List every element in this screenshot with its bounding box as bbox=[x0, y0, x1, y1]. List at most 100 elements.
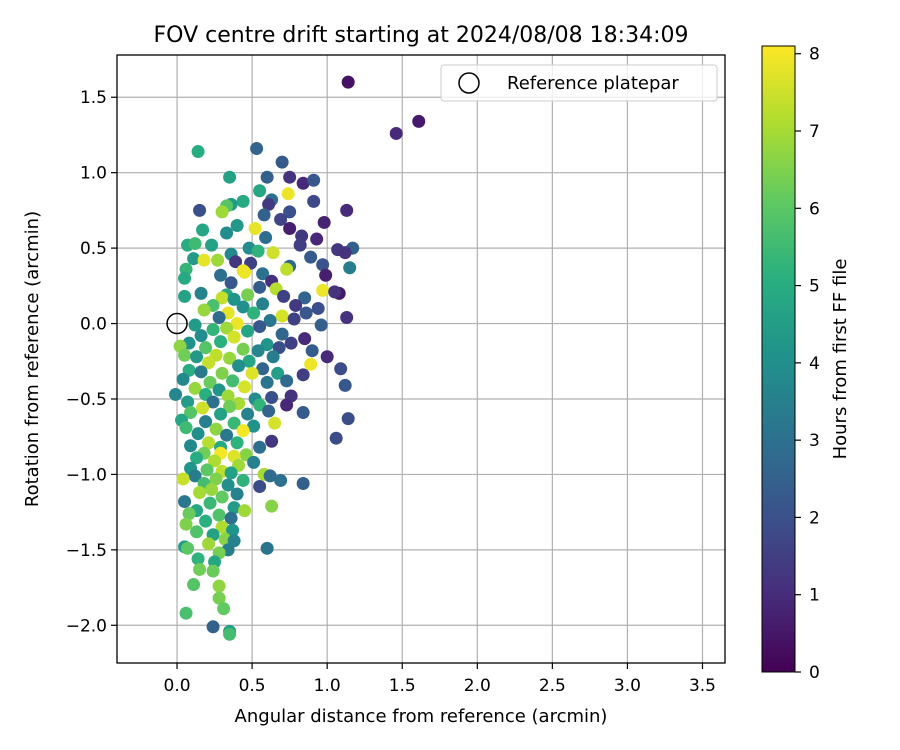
y-tick-label: −2.0 bbox=[66, 616, 107, 636]
data-point bbox=[265, 434, 279, 448]
data-point bbox=[202, 356, 216, 370]
reference-platepar-marker bbox=[166, 312, 188, 335]
data-point bbox=[334, 362, 348, 376]
data-point bbox=[227, 330, 241, 344]
data-point bbox=[296, 476, 310, 490]
data-point bbox=[227, 416, 241, 430]
data-point bbox=[176, 372, 190, 386]
data-point bbox=[253, 479, 267, 493]
data-point bbox=[215, 490, 229, 504]
data-point bbox=[229, 255, 243, 269]
data-point bbox=[193, 562, 207, 576]
data-point bbox=[319, 268, 333, 282]
data-point bbox=[274, 212, 288, 226]
data-point bbox=[226, 374, 240, 388]
data-point bbox=[191, 427, 205, 441]
legend-box bbox=[440, 64, 718, 102]
data-point bbox=[230, 436, 244, 450]
data-point bbox=[193, 486, 207, 500]
data-point bbox=[338, 378, 352, 392]
data-point bbox=[227, 501, 241, 515]
data-point bbox=[343, 261, 357, 275]
colorbar-tick-label: 8 bbox=[809, 45, 820, 65]
data-point bbox=[340, 311, 354, 325]
data-point bbox=[196, 223, 210, 237]
data-point bbox=[191, 145, 205, 159]
data-point bbox=[253, 440, 267, 454]
data-point bbox=[253, 184, 267, 198]
x-axis-ticks: 0.0 0.5 1.0 1.5 2.0 2.5 3.0 3.5 bbox=[164, 663, 716, 696]
data-point bbox=[260, 170, 274, 184]
data-point bbox=[181, 395, 195, 409]
data-point bbox=[220, 428, 234, 442]
chart-title: FOV centre drift starting at 2024/08/08 … bbox=[154, 23, 689, 48]
x-tick-label: 1.5 bbox=[389, 676, 416, 696]
data-point bbox=[236, 194, 250, 208]
data-point bbox=[215, 520, 229, 534]
x-tick-label: 1.0 bbox=[314, 676, 341, 696]
data-point bbox=[280, 398, 294, 412]
x-tick-label: 0.5 bbox=[239, 676, 266, 696]
data-point bbox=[341, 75, 355, 89]
y-tick-label: −1.5 bbox=[66, 541, 107, 561]
data-point bbox=[268, 416, 282, 430]
data-point bbox=[280, 262, 294, 276]
data-point bbox=[253, 280, 267, 294]
legend-reference-marker bbox=[458, 72, 480, 94]
data-point bbox=[215, 366, 229, 380]
data-point bbox=[289, 298, 303, 312]
data-point bbox=[179, 517, 193, 531]
data-point bbox=[247, 455, 261, 469]
data-point bbox=[212, 591, 226, 605]
data-point bbox=[236, 473, 250, 487]
data-point bbox=[200, 463, 214, 477]
data-point bbox=[251, 344, 265, 358]
data-point bbox=[230, 317, 244, 331]
data-point bbox=[209, 472, 223, 486]
data-point bbox=[241, 324, 255, 338]
data-point bbox=[223, 351, 237, 365]
colorbar-ticks: 0 1 2 3 4 5 6 7 8 bbox=[795, 45, 820, 683]
data-point bbox=[238, 265, 252, 279]
data-point bbox=[293, 238, 307, 252]
data-point bbox=[220, 321, 234, 335]
legend: Reference platepar bbox=[440, 64, 718, 102]
y-tick-label: −0.5 bbox=[66, 390, 107, 410]
data-point bbox=[412, 114, 426, 128]
data-point bbox=[206, 564, 220, 578]
data-point bbox=[188, 237, 202, 251]
data-point bbox=[188, 381, 202, 395]
data-point bbox=[194, 329, 208, 343]
data-point bbox=[266, 350, 280, 364]
data-point bbox=[280, 374, 294, 388]
data-point bbox=[205, 238, 219, 252]
data-point bbox=[304, 357, 318, 371]
data-point bbox=[208, 454, 222, 468]
data-point bbox=[328, 285, 342, 299]
data-point bbox=[190, 451, 204, 465]
data-point bbox=[263, 314, 277, 328]
data-point bbox=[194, 365, 208, 379]
data-point bbox=[209, 422, 223, 436]
colorbar-tick-label: 2 bbox=[809, 508, 820, 528]
data-point bbox=[232, 359, 246, 373]
data-point bbox=[206, 620, 220, 634]
data-point bbox=[253, 320, 267, 334]
x-tick-label: 3.5 bbox=[689, 676, 716, 696]
data-point bbox=[191, 552, 205, 566]
colorbar-gradient bbox=[761, 45, 796, 673]
data-point bbox=[224, 466, 238, 480]
data-point bbox=[220, 226, 234, 240]
data-points bbox=[166, 75, 426, 641]
y-axis-label: Rotation from reference (arcmin) bbox=[22, 211, 43, 507]
data-point bbox=[247, 306, 261, 320]
data-point bbox=[304, 250, 318, 264]
data-point bbox=[230, 487, 244, 501]
data-point bbox=[298, 332, 312, 346]
data-point bbox=[241, 288, 255, 302]
y-tick-label: 0.5 bbox=[80, 239, 107, 259]
data-point bbox=[187, 252, 201, 266]
plot-area-frame bbox=[116, 54, 726, 664]
data-point bbox=[245, 366, 259, 380]
data-point bbox=[307, 194, 321, 208]
